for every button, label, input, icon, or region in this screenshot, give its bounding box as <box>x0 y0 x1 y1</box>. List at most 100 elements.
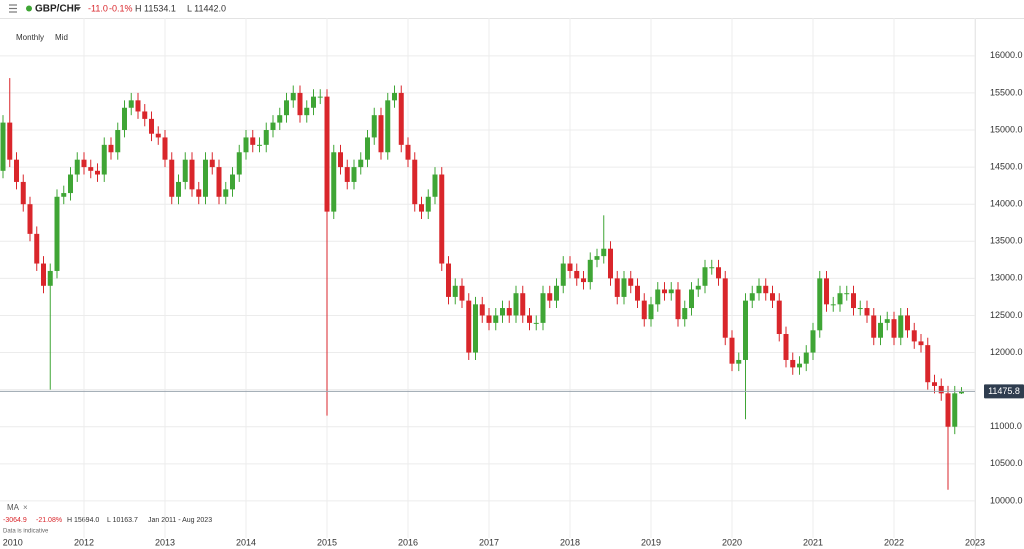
footer-note: Data is indicative <box>3 529 49 535</box>
candle-body <box>27 204 33 234</box>
x-tick-label: 2013 <box>155 537 175 547</box>
y-tick-label: 14500.0 <box>990 161 1023 171</box>
candle-body <box>182 159 188 182</box>
candle-body <box>567 263 573 271</box>
candle-body <box>621 278 627 297</box>
footer-range: Jan 2011 - Aug 2023 <box>148 517 212 524</box>
x-tick-label: 2020 <box>722 537 742 547</box>
candle-body <box>938 385 944 394</box>
candle-body <box>101 144 107 175</box>
x-tick-label: 2015 <box>317 537 337 547</box>
x-tick-label: 2023 <box>965 537 985 547</box>
candle-body <box>878 322 883 338</box>
dropdown-arrow[interactable] <box>75 7 81 11</box>
status-dot <box>26 5 32 12</box>
candle-body <box>392 92 397 101</box>
candle-body <box>648 304 654 320</box>
candle-body <box>500 308 505 316</box>
candle-body <box>61 193 67 197</box>
y-tick-label: 10500.0 <box>990 458 1023 468</box>
candle-body <box>230 174 235 190</box>
footer-change-pct: -21.08% <box>36 517 62 524</box>
menu-icon[interactable] <box>9 4 17 13</box>
candle-body <box>655 289 661 305</box>
candle-body <box>473 304 478 353</box>
candle-body <box>419 204 424 212</box>
candle-body <box>297 92 303 116</box>
candle-body <box>34 233 40 264</box>
candle-body <box>95 170 100 175</box>
candle-body <box>115 130 121 153</box>
candle-body <box>635 285 640 301</box>
candle-body <box>959 391 964 394</box>
price-type[interactable]: Mid <box>55 33 68 42</box>
candle-body <box>7 122 13 160</box>
candle-body <box>783 334 789 360</box>
candle-body <box>918 341 924 346</box>
plot: 10000.010500.011000.011500.012000.012500… <box>0 18 1024 547</box>
candle-body <box>338 152 343 168</box>
candle-body <box>41 263 46 286</box>
candle-body <box>398 92 404 145</box>
candle-body <box>459 285 465 301</box>
candle-body <box>689 289 694 309</box>
header-low: L 11442.0 <box>187 3 226 13</box>
candle-body <box>196 189 202 197</box>
candle-body <box>81 159 87 168</box>
candle-body <box>108 144 114 153</box>
candle-body <box>236 152 242 175</box>
candle-body <box>128 100 134 108</box>
candle-body <box>513 293 519 316</box>
candle-body <box>365 137 370 160</box>
x-tick-label: 2018 <box>560 537 580 547</box>
candle-body <box>223 189 229 197</box>
candle-body <box>479 304 485 316</box>
indicator-close[interactable]: × <box>23 503 28 512</box>
candle-body <box>736 359 742 364</box>
candle-body <box>74 159 80 175</box>
candle-body <box>830 304 836 306</box>
candle-body <box>864 308 870 316</box>
candle-body <box>743 300 748 360</box>
candle-body <box>898 315 904 338</box>
candle-body <box>668 289 674 294</box>
x-tick-label: 2016 <box>398 537 418 547</box>
candle-body <box>587 259 593 283</box>
header-high: H 11534.1 <box>135 3 176 13</box>
candle-body <box>857 308 863 310</box>
candle-body <box>932 382 937 386</box>
candle-body <box>54 196 60 271</box>
symbol[interactable]: GBP/CHF <box>35 4 80 15</box>
y-tick-label: 15500.0 <box>990 87 1023 97</box>
candle-body <box>203 159 208 197</box>
header-change-pct: -0.1% <box>109 3 133 13</box>
candle-body <box>817 278 823 331</box>
candle-body <box>331 152 337 212</box>
candle-body <box>581 278 586 283</box>
candle-body <box>682 308 688 320</box>
candle-body <box>702 267 708 286</box>
x-tick-label: 2010 <box>3 537 23 547</box>
candle-body <box>284 100 289 116</box>
candle-body <box>560 263 566 286</box>
x-tick-label: 2021 <box>803 537 823 547</box>
x-tick-label: 2012 <box>74 537 94 547</box>
candle-body <box>628 278 634 286</box>
indicator[interactable]: MA <box>7 503 20 512</box>
candle-body <box>506 308 512 316</box>
x-tick-label: 2019 <box>641 537 661 547</box>
interval[interactable]: Monthly <box>16 33 44 42</box>
candle-body <box>911 330 917 342</box>
candle-body <box>763 285 769 294</box>
candle-body <box>891 319 897 338</box>
candle-body <box>189 159 195 190</box>
candle-body <box>837 293 843 305</box>
candle-body <box>263 130 269 145</box>
candle-body <box>432 174 438 197</box>
candle-body <box>486 315 492 323</box>
candle-body <box>905 315 910 331</box>
candle-body <box>824 278 829 305</box>
candle-body <box>493 315 499 323</box>
candle-body <box>466 300 472 353</box>
candle-body <box>358 159 364 168</box>
